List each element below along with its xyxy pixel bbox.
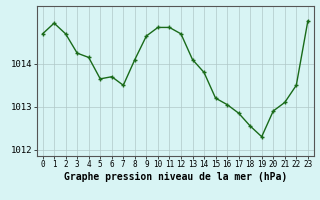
- X-axis label: Graphe pression niveau de la mer (hPa): Graphe pression niveau de la mer (hPa): [64, 172, 287, 182]
